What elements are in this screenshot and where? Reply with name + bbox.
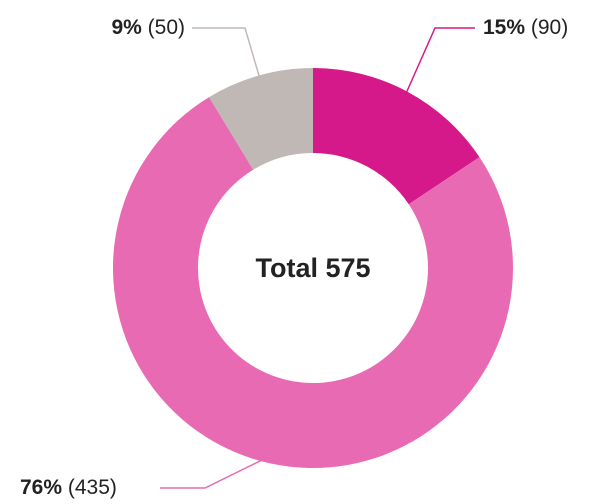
leader-line (402, 27, 475, 100)
leader-line (160, 454, 272, 489)
percent-label: 9% (111, 16, 142, 39)
slice-label: 15% (90) (483, 16, 568, 39)
value-label: (90) (531, 16, 568, 39)
center-text: Total 575 (255, 253, 370, 283)
slice-label: 76% (435) (20, 476, 117, 499)
leader-line (192, 27, 262, 84)
value-label: (435) (68, 476, 117, 499)
slice (209, 68, 313, 170)
slice (313, 68, 480, 205)
percent-label: 76% (20, 476, 62, 499)
percent-label: 15% (483, 16, 525, 39)
slice (112, 97, 513, 468)
value-label: (50) (148, 16, 185, 39)
slice-label: 9% (50) (111, 16, 185, 39)
